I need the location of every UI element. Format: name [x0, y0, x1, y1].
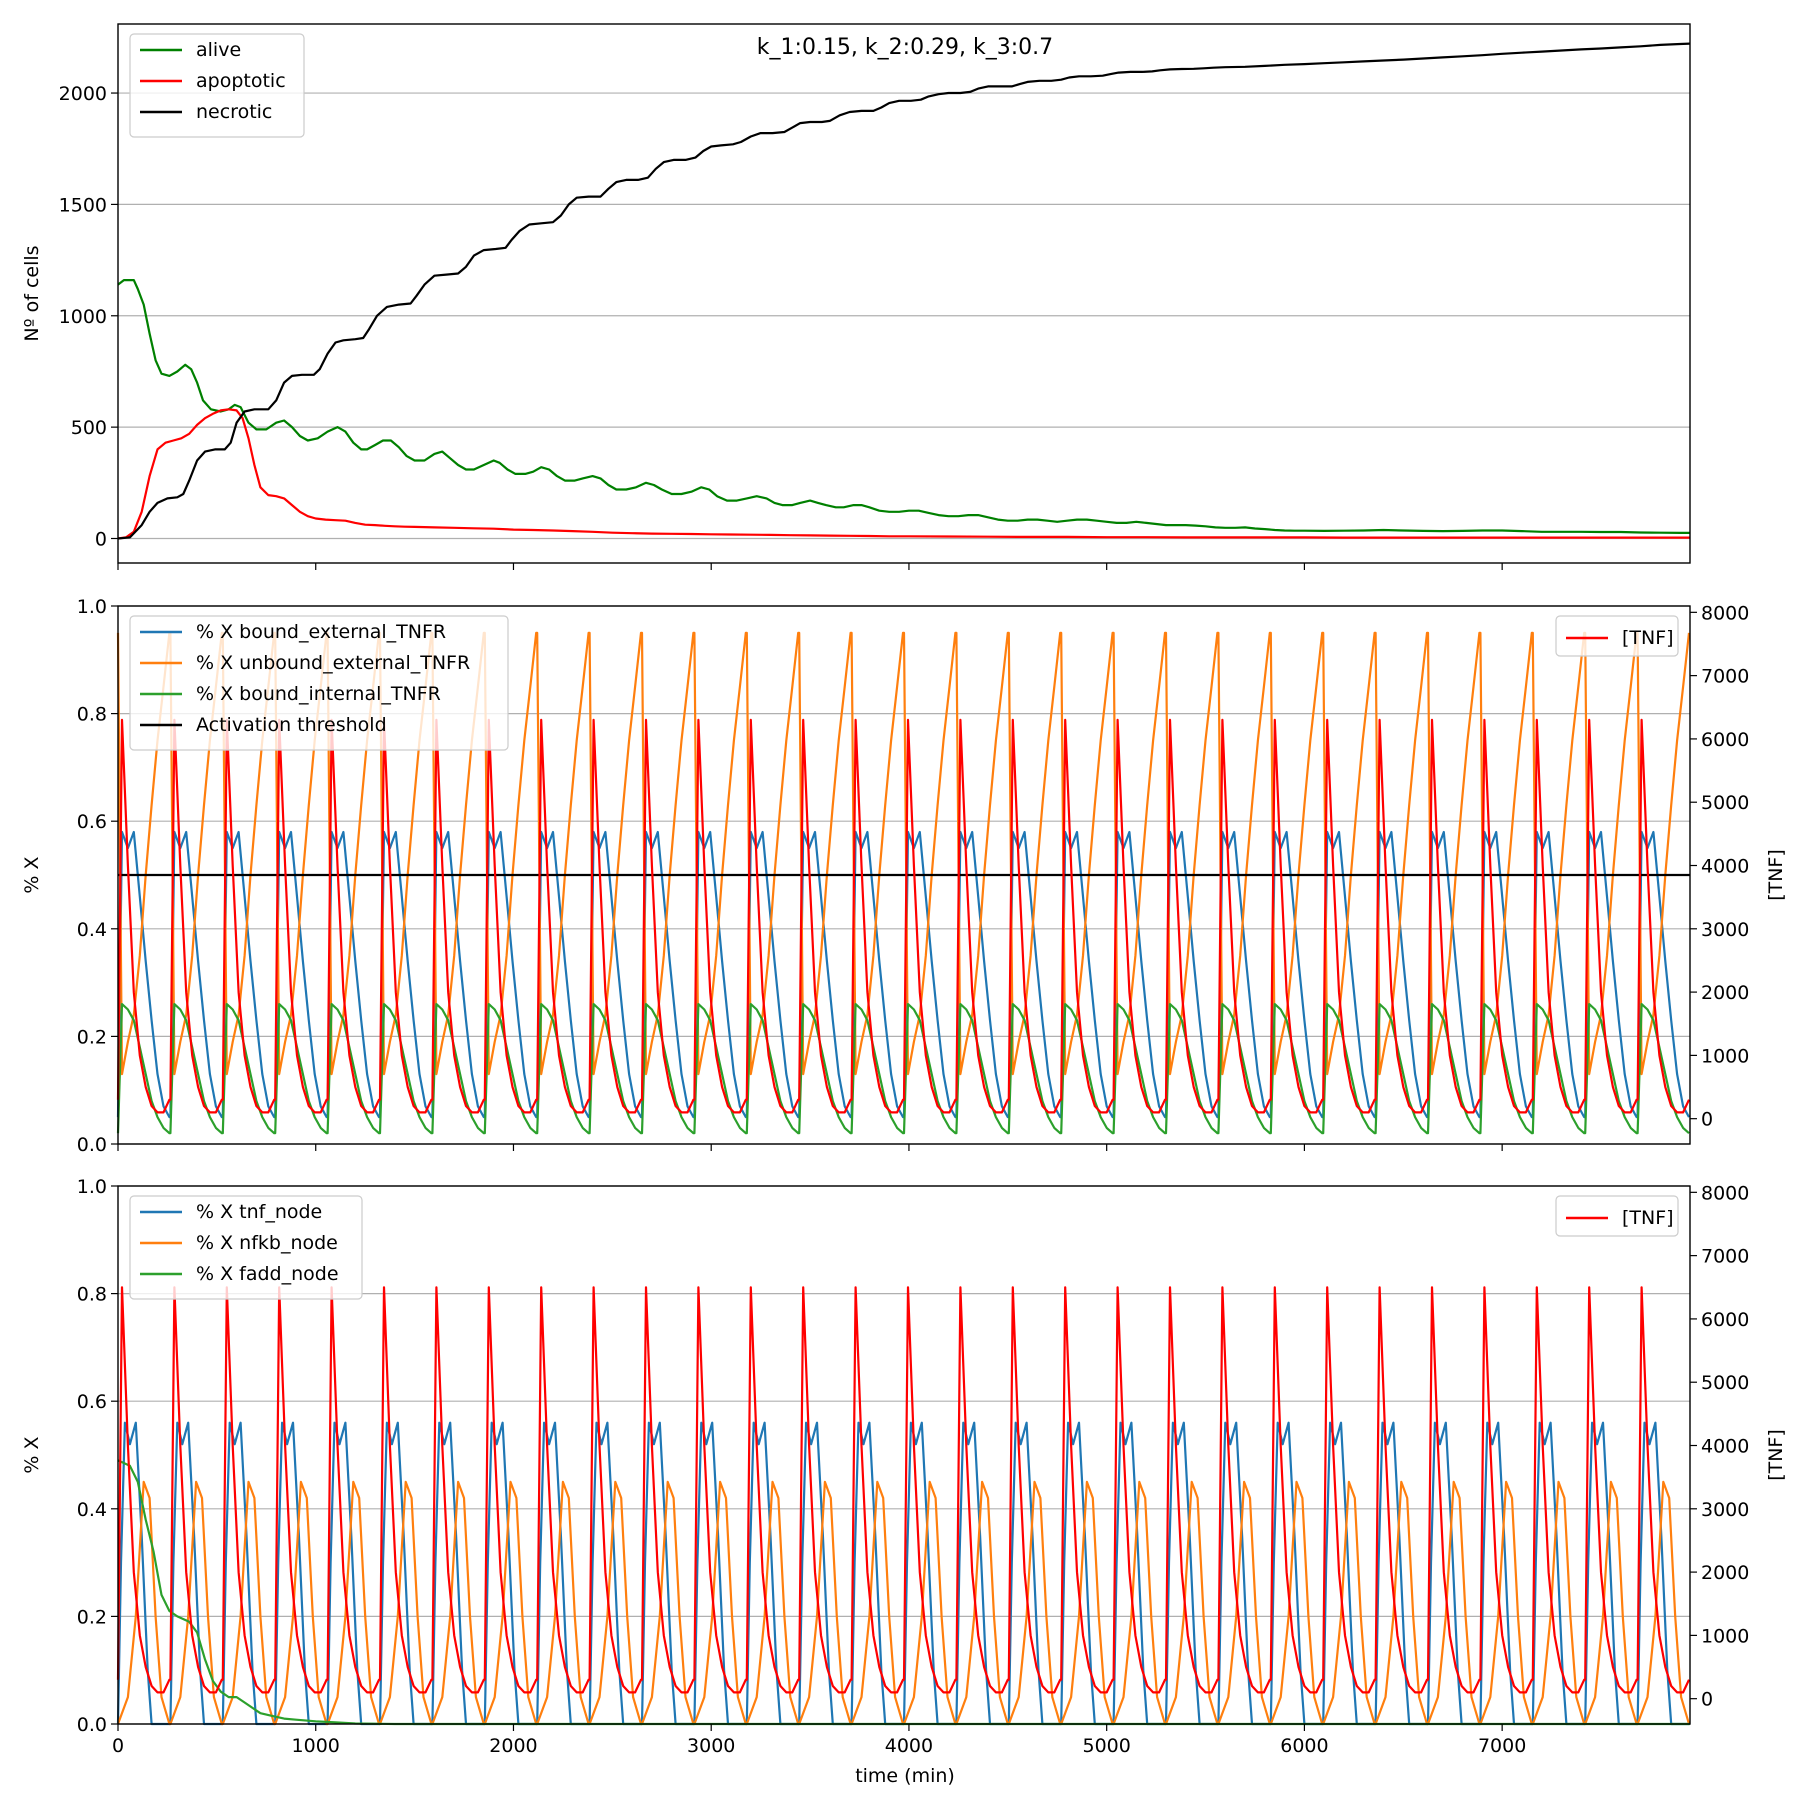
- y2-tick-label: 8000: [1701, 602, 1749, 624]
- legend-box: [1555, 615, 1679, 657]
- y2-tick-label: 3000: [1701, 1499, 1749, 1521]
- y-tick-label: 0.0: [77, 1714, 107, 1736]
- legend-right: [TNF]: [1555, 1195, 1679, 1237]
- legend-label: necrotic: [196, 101, 272, 123]
- figure-title: k_1:0.15, k_2:0.29, k_3:0.7: [757, 35, 1053, 60]
- x-tick-label: 3000: [687, 1735, 735, 1757]
- y-tick-label: 0: [95, 529, 107, 551]
- y-tick-label: 0.6: [77, 1391, 107, 1413]
- x-tick-label: 5000: [1082, 1735, 1130, 1757]
- y2-tick-label: 5000: [1701, 1372, 1749, 1394]
- legend: alive apoptotic necrotic: [129, 33, 305, 138]
- y2-tick-label: 0: [1701, 1689, 1713, 1711]
- y2-tick-label: 1000: [1701, 1045, 1749, 1067]
- plot-frame: [117, 23, 1691, 564]
- series-line-necrotic: [117, 42, 1691, 540]
- y2-tick-label: 6000: [1701, 729, 1749, 751]
- legend-box: [129, 615, 509, 751]
- y2-tick-label: 3000: [1701, 919, 1749, 941]
- y2-tick-label: 4000: [1701, 1436, 1749, 1458]
- y-tick-label: 0.0: [77, 1134, 107, 1156]
- y2-axis-label: [TNF]: [1765, 849, 1787, 901]
- chart-panel-3: 0 1000 2000 3000 4000 5000 6000 7000 0.0 0.2 0.4 0.…: [21, 1176, 1787, 1757]
- legend: % X tnf_node % X nfkb_node % X fadd_node: [129, 1195, 363, 1300]
- y2-tick-label: 1000: [1701, 1625, 1749, 1647]
- y2-tick-label: 2000: [1701, 982, 1749, 1004]
- y-tick-label: 0.4: [77, 1499, 107, 1521]
- x-tick-label: 2000: [489, 1735, 537, 1757]
- series-line-alive: [117, 279, 1690, 534]
- y-tick-label: 500: [71, 417, 107, 439]
- legend-box: [1555, 1195, 1679, 1237]
- y-tick-label: 1.0: [77, 596, 107, 618]
- legend-label: % X bound_internal_TNFR: [196, 683, 441, 705]
- x-tick-label: 4000: [885, 1735, 933, 1757]
- y2-tick-label: 2000: [1701, 1562, 1749, 1584]
- x-tick-label: 7000: [1478, 1735, 1526, 1757]
- y2-axis-label: [TNF]: [1765, 1429, 1787, 1481]
- y-tick-label: 1.0: [77, 1176, 107, 1198]
- panels: 0 500 1000 1500 2000 Nº of cells alive apoptoti…: [21, 23, 1787, 1757]
- y-axis-label: % X: [21, 1436, 43, 1473]
- y-tick-label: 0.8: [77, 704, 107, 726]
- series-line--tnf-: [116, 1286, 1690, 1694]
- legend: % X bound_external_TNFR % X unbound_exter…: [129, 615, 509, 751]
- y2-tick-label: 8000: [1701, 1182, 1749, 1204]
- y-axis-label: Nº of cells: [21, 245, 43, 341]
- legend-label: apoptotic: [196, 70, 286, 92]
- legend-label: % X bound_external_TNFR: [196, 621, 446, 643]
- legend-right: [TNF]: [1555, 615, 1679, 657]
- chart-panel-1: 0 500 1000 1500 2000 Nº of cells alive apoptoti…: [21, 23, 1691, 570]
- legend-label: alive: [196, 39, 241, 61]
- legend-label: [TNF]: [1622, 1207, 1674, 1229]
- y-tick-label: 1500: [59, 194, 107, 216]
- y2-tick-label: 7000: [1701, 1246, 1749, 1268]
- series-line--tnf-: [116, 718, 1690, 1114]
- y2-tick-label: 7000: [1701, 666, 1749, 688]
- y2-tick-label: 6000: [1701, 1309, 1749, 1331]
- y2-tick-label: 0: [1701, 1109, 1713, 1131]
- legend-label: % X nfkb_node: [196, 1232, 338, 1254]
- y-tick-label: 0.4: [77, 919, 107, 941]
- legend-box: [129, 1195, 363, 1300]
- y-tick-label: 1000: [59, 306, 107, 328]
- x-axis-label: time (min): [855, 1765, 955, 1787]
- y2-tick-label: 5000: [1701, 792, 1749, 814]
- legend-label: [TNF]: [1622, 627, 1674, 649]
- x-tick-label: 0: [112, 1735, 124, 1757]
- plot-frame: [117, 605, 1691, 1145]
- y-tick-label: 0.6: [77, 811, 107, 833]
- series-line--x-bound-internal-tnfr: [116, 1003, 1690, 1135]
- y-tick-label: 2000: [59, 83, 107, 105]
- legend-label: % X fadd_node: [196, 1263, 339, 1285]
- legend-label: % X tnf_node: [196, 1201, 322, 1223]
- y-axis-label: % X: [21, 856, 43, 893]
- chart-panel-2: 0.0 0.2 0.4 0.6 0.8 1.0 % X 0 1000 2000 3000 4000 50…: [21, 596, 1787, 1156]
- y-tick-label: 0.2: [77, 1606, 107, 1628]
- x-tick-label: 6000: [1280, 1735, 1328, 1757]
- series-line--x-fadd-node: [117, 1459, 1690, 1726]
- y-tick-label: 0.8: [77, 1284, 107, 1306]
- legend-label: Activation threshold: [196, 714, 387, 736]
- y2-tick-label: 4000: [1701, 856, 1749, 878]
- legend-label: % X unbound_external_TNFR: [196, 652, 470, 674]
- series-line-apoptotic: [117, 408, 1690, 540]
- y-tick-label: 0.2: [77, 1026, 107, 1048]
- plot-frame: [117, 1185, 1691, 1725]
- x-tick-label: 1000: [292, 1735, 340, 1757]
